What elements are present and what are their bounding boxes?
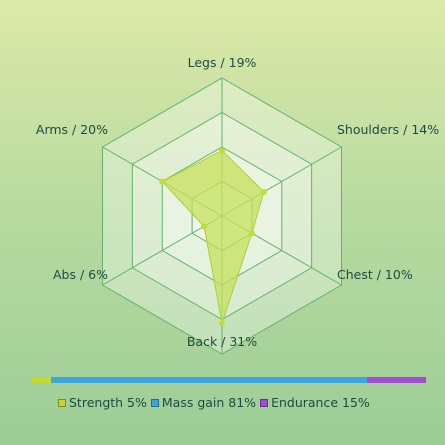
composition-bar-segment <box>31 377 51 383</box>
radar-axis-label: Shoulders / 14% <box>337 122 439 137</box>
legend-swatch <box>150 398 159 407</box>
legend-item: Strength 5% <box>58 395 147 410</box>
radar-points <box>159 147 267 326</box>
radar-point <box>219 147 225 154</box>
radar-axis-labels: Legs / 19% Shoulders / 14% Chest / 10% Back… <box>36 55 439 349</box>
composition-bar-segment <box>367 377 426 383</box>
radar-point <box>159 178 166 185</box>
radar-axis-label: Arms / 20% <box>36 122 108 137</box>
radar-point <box>219 319 225 326</box>
radar-axis-label: Legs / 19% <box>188 55 257 70</box>
radar-axis-label: Abs / 6% <box>53 267 108 282</box>
legend-item: Endurance 15% <box>260 395 370 410</box>
legend-item: Mass gain 81% <box>150 395 257 410</box>
composition-legend: Strength 5% Mass gain 81% Endurance 15% <box>58 395 374 410</box>
radar-point <box>248 230 255 237</box>
legend-label: Endurance 15% <box>271 395 370 410</box>
radar-axis-label: Chest / 10% <box>337 267 413 282</box>
radar-point <box>201 223 208 230</box>
radar-point <box>260 188 267 195</box>
legend-label: Strength 5% <box>69 395 147 410</box>
legend-swatch <box>58 398 66 407</box>
legend-label: Mass gain 81% <box>161 395 257 410</box>
composition-bar-segment <box>50 377 368 383</box>
legend-swatch <box>260 398 269 407</box>
radar-axis-label: Back / 31% <box>187 334 257 349</box>
composition-bar <box>31 377 426 383</box>
